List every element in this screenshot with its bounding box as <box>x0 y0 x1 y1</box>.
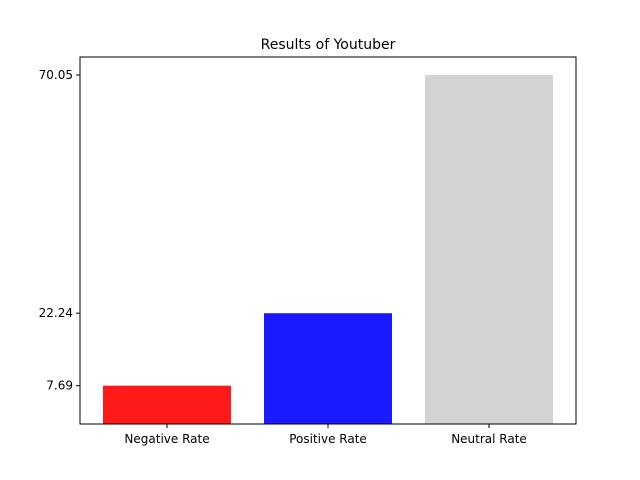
y-tick-label: 70.05 <box>39 68 73 82</box>
x-tick-label: Neutral Rate <box>451 432 527 446</box>
x-axis: Negative Rate Positive Rate Neutral Rate <box>124 424 527 446</box>
chart-title: Results of Youtuber <box>261 37 396 53</box>
y-tick-label: 7.69 <box>46 379 73 393</box>
x-tick-label: Positive Rate <box>289 432 367 446</box>
bars-layer <box>103 75 553 424</box>
bar-positive-rate <box>264 313 392 424</box>
x-tick-label: Negative Rate <box>124 432 209 446</box>
bar-negative-rate <box>103 385 231 424</box>
y-tick-label: 22.24 <box>39 306 73 320</box>
bar-neutral-rate <box>425 75 553 424</box>
y-axis: 7.69 22.24 70.05 <box>39 68 80 393</box>
